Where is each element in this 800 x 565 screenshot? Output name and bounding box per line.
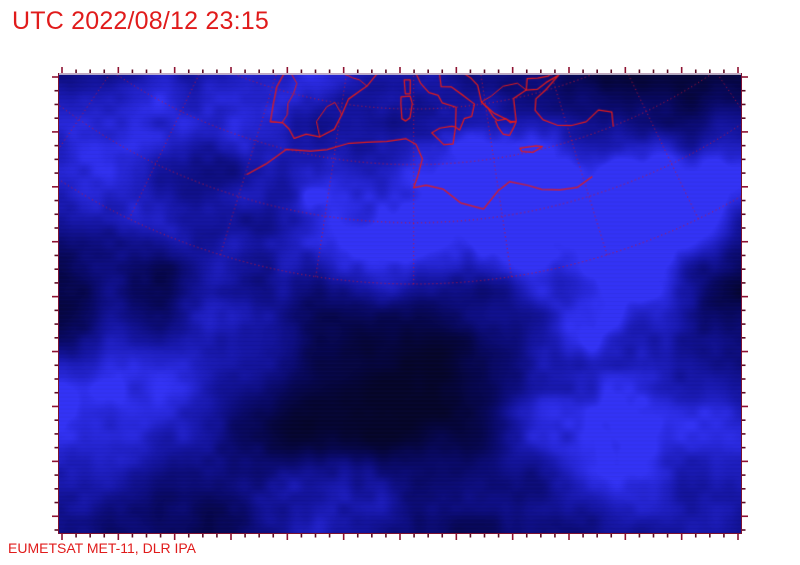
graticule-ticks-left [51,73,58,534]
graticule-ticks-top [58,66,742,73]
eumetsat-attribution-label: EUMETSAT MET-11, DLR IPA [8,540,197,556]
utc-timestamp-label: UTC 2022/08/12 23:15 [12,7,269,35]
satellite-map-frame[interactable] [58,73,742,534]
satellite-image-canvas[interactable] [59,74,741,533]
graticule-ticks-right [742,73,749,534]
